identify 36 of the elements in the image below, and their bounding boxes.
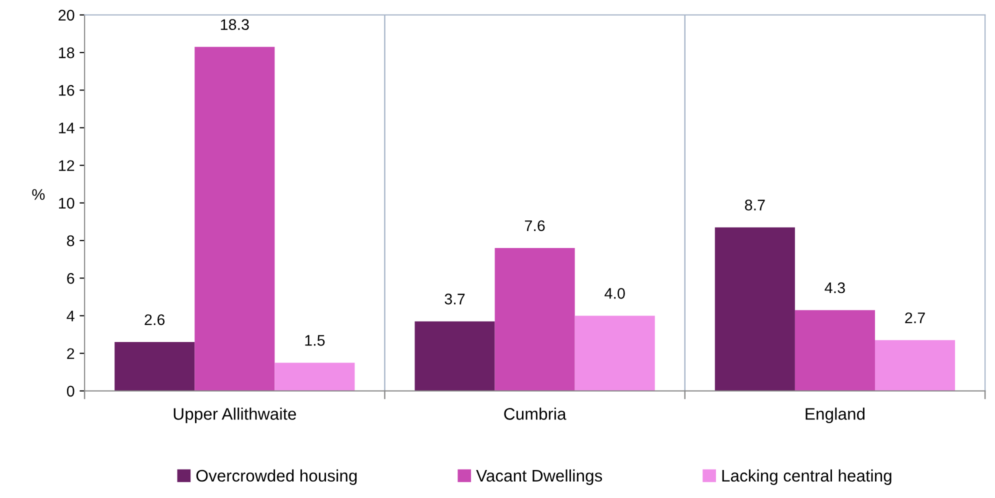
y-tick-label: 0	[66, 386, 74, 397]
data-label: 8.7	[744, 200, 765, 210]
data-label: 18.3	[220, 19, 249, 30]
bar	[574, 316, 655, 391]
data-label: 2.7	[905, 312, 925, 324]
bar	[494, 248, 575, 391]
y-tick-label: 18	[59, 47, 74, 58]
y-axis-title: %	[32, 189, 45, 200]
y-tick-label: 12	[59, 160, 74, 171]
legend-label: Lacking central heating	[722, 469, 892, 485]
bar	[194, 46, 275, 391]
bar	[274, 362, 355, 391]
x-tick-label: England	[806, 408, 864, 424]
bar	[794, 310, 875, 391]
y-tick-label: 8	[67, 235, 74, 246]
bar	[114, 342, 195, 391]
y-tick-label: 10	[59, 198, 74, 209]
legend-label: Vacant Dwellings	[476, 469, 602, 485]
y-tick-label: 4	[66, 310, 74, 322]
data-label: 4.0	[604, 288, 625, 299]
data-label: 3.7	[444, 294, 465, 304]
bar	[714, 227, 795, 391]
bar	[414, 321, 495, 391]
data-label: 7.6	[524, 220, 545, 232]
data-label: 4.3	[824, 282, 845, 294]
y-tick-label: 2	[67, 348, 74, 359]
bar	[874, 340, 956, 391]
legend-label: Overcrowded housing	[196, 469, 357, 485]
y-tick-label: 20	[58, 10, 74, 21]
y-tick-label: 6	[67, 273, 74, 284]
data-label: 2.6	[144, 314, 165, 326]
y-tick-label: 14	[59, 122, 74, 134]
data-label: 1.5	[305, 335, 325, 346]
x-tick-label: Cumbria	[504, 408, 566, 420]
y-tick-label: 16	[59, 85, 74, 96]
x-tick-label: Upper Allithwaite	[174, 408, 296, 424]
